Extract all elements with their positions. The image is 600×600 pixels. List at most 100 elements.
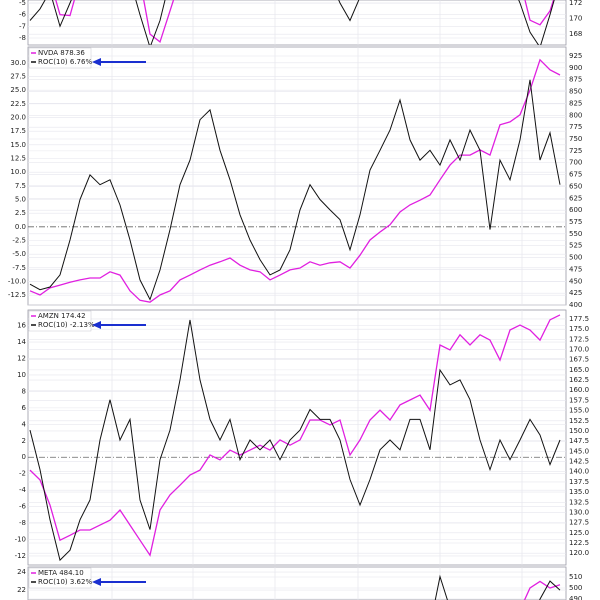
y-tick-label: -7 — [19, 22, 26, 30]
y2-tick-label: 172 — [569, 0, 582, 7]
y-tick-label: -8 — [19, 34, 26, 42]
panel — [27, 309, 567, 566]
series-line — [29, 58, 561, 303]
y2-tick-label: 165.0 — [569, 366, 589, 374]
arrow-head — [92, 321, 101, 329]
y-tick-label: -6 — [19, 11, 27, 19]
y-tick-label: -8 — [19, 519, 26, 527]
y2-tick-label: 160.0 — [569, 386, 589, 394]
y-tick-label: 27.5 — [10, 73, 26, 81]
arrow-head — [92, 58, 101, 66]
y-tick-label: 2 — [22, 437, 26, 445]
y2-tick-label: 125.0 — [569, 529, 589, 537]
y2-tick-label: 140.0 — [569, 468, 589, 476]
y-tick-label: 10.0 — [10, 168, 26, 176]
y2-tick-label: 127.5 — [569, 519, 589, 527]
y2-tick-label: 135.0 — [569, 488, 589, 496]
legend-label: ROC(10) -2.13% — [38, 321, 95, 329]
y2-tick-label: 170 — [569, 15, 582, 23]
y2-tick-label: 525 — [569, 242, 582, 250]
y2-tick-label: 142.5 — [569, 458, 589, 466]
y2-tick-label: 150.0 — [569, 427, 589, 435]
y-tick-label: -4 — [19, 486, 27, 494]
y2-tick-label: 625 — [569, 194, 582, 202]
y2-tick-label: 500 — [569, 254, 582, 262]
y2-tick-label: 147.5 — [569, 437, 589, 445]
y-tick-label: -5 — [19, 0, 26, 7]
y-tick-label: 14 — [17, 338, 26, 346]
y-tick-label: 25.0 — [10, 86, 26, 94]
y2-tick-label: 157.5 — [569, 396, 589, 404]
y2-tick-label: 475 — [569, 265, 582, 273]
legend-label: ROC(10) 6.76% — [38, 58, 92, 66]
y-tick-label: 12 — [17, 355, 26, 363]
y-tick-label: -10.0 — [8, 277, 26, 285]
y2-tick-label: 132.5 — [569, 498, 589, 506]
y-tick-label: -7.5 — [12, 264, 26, 272]
legend-label: NVDA 878.36 — [38, 49, 85, 57]
y-tick-label: 5.0 — [15, 196, 26, 204]
y-tick-label: 12.5 — [10, 155, 26, 163]
y-tick-label: -10 — [15, 536, 26, 544]
y-tick-label: 15.0 — [10, 141, 26, 149]
y-tick-label: 22.5 — [10, 100, 26, 108]
y2-tick-label: 167.5 — [569, 356, 589, 364]
y2-tick-label: 500 — [569, 584, 582, 592]
y2-tick-label: 155.0 — [569, 407, 589, 415]
y2-tick-label: 800 — [569, 111, 582, 119]
y-tick-label: 8 — [22, 387, 26, 395]
y2-tick-label: 120.0 — [569, 549, 589, 557]
y-tick-label: 7.5 — [15, 182, 26, 190]
panel — [27, 0, 567, 46]
y-tick-label: 6 — [22, 404, 27, 412]
y-tick-label: 24 — [17, 568, 26, 576]
y-tick-label: -12.5 — [8, 291, 26, 299]
y-tick-label: -12 — [15, 552, 26, 560]
y-tick-label: -5.0 — [12, 250, 26, 258]
y2-tick-label: 130.0 — [569, 508, 589, 516]
y2-tick-label: 152.5 — [569, 417, 589, 425]
y2-tick-label: 490 — [569, 595, 582, 600]
legend-box — [28, 567, 92, 589]
y2-tick-label: 400 — [569, 301, 582, 309]
y-tick-label: 17.5 — [10, 127, 26, 135]
y2-tick-label: 550 — [569, 230, 582, 238]
y2-tick-label: 450 — [569, 277, 582, 285]
y2-tick-label: 600 — [569, 206, 582, 214]
legend-label: ROC(10) 3.62% — [38, 578, 92, 586]
y-tick-label: 2.5 — [15, 209, 26, 217]
y-tick-label: -2.5 — [12, 237, 26, 245]
y2-tick-label: 650 — [569, 182, 582, 190]
legend-label: META 484.10 — [38, 569, 84, 577]
y-tick-label: 22 — [17, 586, 26, 594]
y-tick-label: -6 — [19, 503, 27, 511]
legend-box — [28, 47, 92, 69]
y2-tick-label: 168 — [569, 30, 582, 38]
arrow-head — [92, 578, 101, 586]
y-tick-label: 0.0 — [15, 223, 26, 231]
legend-box — [28, 310, 92, 332]
y2-tick-label: 875 — [569, 76, 582, 84]
y-tick-label: 4 — [22, 420, 27, 428]
y-tick-label: 20.0 — [10, 114, 26, 122]
y-tick-label: 10 — [17, 371, 26, 379]
panel — [27, 566, 567, 600]
y2-tick-label: 775 — [569, 123, 582, 131]
y2-tick-label: 162.5 — [569, 376, 589, 384]
y2-tick-label: 700 — [569, 159, 582, 167]
panel — [27, 46, 567, 306]
y-tick-label: 0 — [22, 453, 26, 461]
y2-tick-label: 510 — [569, 573, 582, 581]
series-line — [29, 79, 561, 301]
y2-tick-label: 122.5 — [569, 539, 589, 547]
y2-tick-label: 425 — [569, 289, 582, 297]
y2-tick-label: 172.5 — [569, 335, 589, 343]
y2-tick-label: 725 — [569, 147, 582, 155]
series-line — [29, 319, 561, 562]
y2-tick-label: 825 — [569, 99, 582, 107]
y2-tick-label: 850 — [569, 88, 582, 96]
y2-tick-label: 900 — [569, 64, 582, 72]
y2-tick-label: 925 — [569, 52, 582, 60]
y2-tick-label: 175.0 — [569, 325, 589, 333]
